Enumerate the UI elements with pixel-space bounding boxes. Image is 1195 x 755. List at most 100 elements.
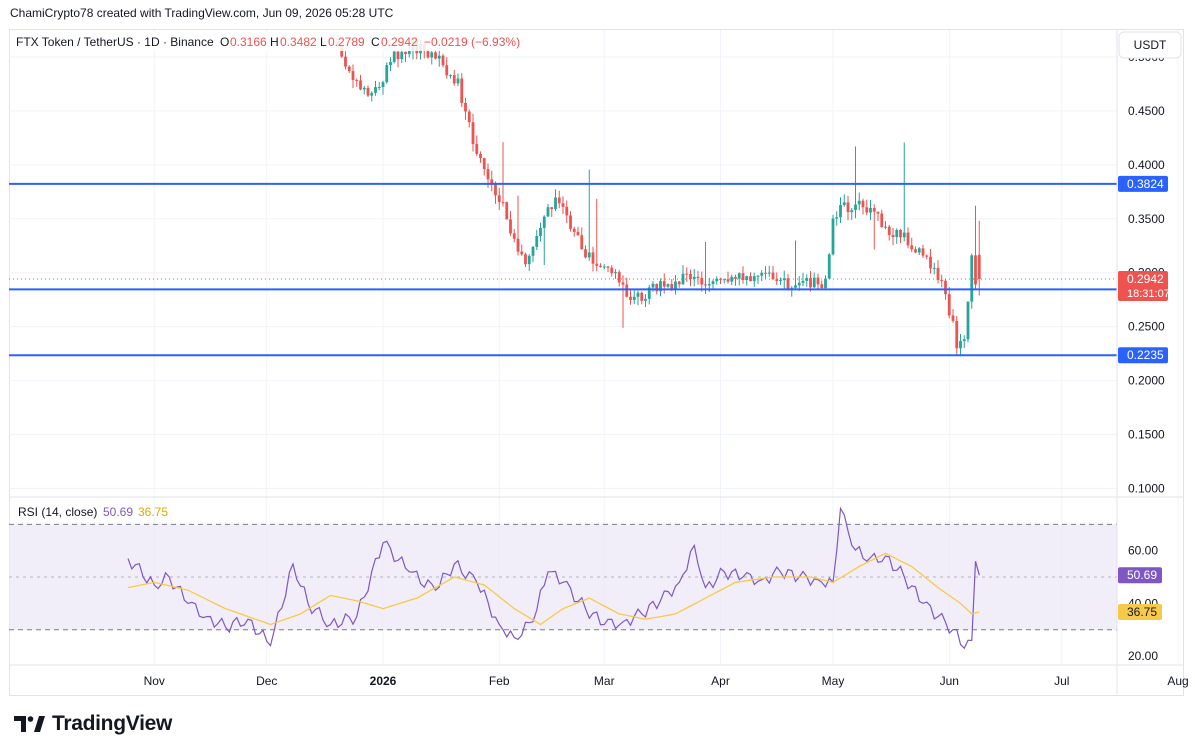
candle — [674, 275, 677, 295]
time-tick-label: Mar — [594, 674, 615, 688]
candle — [479, 151, 482, 163]
candle — [809, 271, 812, 292]
candle — [929, 249, 932, 274]
candle — [640, 291, 644, 305]
candle — [745, 275, 749, 286]
candle — [647, 284, 651, 305]
candle — [516, 195, 520, 256]
candle — [824, 275, 827, 289]
candle — [835, 211, 839, 226]
candle — [471, 113, 475, 152]
candle — [891, 228, 895, 246]
tradingview-logo-icon — [14, 716, 45, 732]
candle — [790, 286, 794, 297]
close-label: C — [371, 35, 380, 49]
candle — [374, 80, 377, 96]
candle — [865, 199, 869, 216]
rsi-tick-label: 60.00 — [1128, 544, 1158, 558]
candle — [366, 85, 370, 97]
rsi-pane — [9, 506, 1117, 650]
rsi-ma-line — [127, 552, 980, 626]
candle — [347, 65, 351, 73]
candle — [737, 272, 741, 286]
candle — [557, 190, 561, 209]
candle — [527, 254, 531, 271]
candle — [771, 265, 775, 280]
candle — [524, 252, 527, 267]
candle — [572, 226, 576, 237]
candle — [512, 228, 516, 243]
candle — [910, 237, 914, 253]
rsi-axis-tag — [1118, 567, 1162, 584]
candle — [696, 270, 700, 285]
candle — [370, 91, 374, 102]
candle — [947, 286, 951, 319]
candle — [719, 277, 722, 284]
candle — [734, 274, 737, 286]
level-axis-label: 0.3824 — [1127, 177, 1164, 191]
low-label: L — [320, 35, 327, 49]
candle — [569, 211, 572, 232]
price-tick-label: 0.4000 — [1128, 158, 1165, 172]
candle — [659, 278, 662, 297]
horizontal-levels[interactable] — [9, 182, 1117, 357]
candle — [617, 269, 621, 287]
candle — [490, 170, 494, 192]
candle — [932, 262, 936, 275]
candle — [970, 253, 974, 309]
candle — [614, 269, 617, 279]
candle — [404, 51, 407, 63]
candle — [951, 309, 955, 323]
tradingview-logo[interactable]: TradingView — [12, 712, 172, 736]
candle — [805, 274, 809, 287]
candle — [906, 227, 910, 249]
candle — [779, 277, 782, 285]
rsi-ma-value: 36.75 — [138, 505, 168, 519]
candle — [782, 270, 786, 289]
candle — [381, 80, 385, 95]
candle — [475, 135, 479, 156]
rsi-legend: RSI (14, close) 50.69 36.75 — [18, 505, 168, 519]
time-tick-label: Dec — [256, 674, 277, 688]
candle — [715, 276, 719, 285]
level-axis-tag — [1118, 175, 1168, 192]
candle — [959, 334, 962, 357]
candle — [550, 206, 554, 218]
candle — [749, 272, 752, 282]
candle — [666, 283, 670, 288]
candle — [561, 196, 565, 215]
time-axis-ticks: Nov Dec 2026 Feb Mar Apr May Jun Jul Aug — [144, 674, 1189, 688]
currency-button[interactable]: USDT — [1118, 31, 1182, 59]
candle — [482, 157, 486, 176]
candle — [606, 266, 610, 272]
candle — [621, 275, 625, 328]
candle — [629, 289, 632, 305]
candle — [452, 69, 456, 86]
candle — [434, 49, 437, 60]
level-axis-tag — [1118, 347, 1168, 364]
candle — [396, 51, 400, 68]
currency-label[interactable]: USDT — [1134, 38, 1167, 52]
axis-price-labels: 0.38240.28460.22350.294218:31:0750.6936.… — [1118, 175, 1170, 620]
candle — [362, 85, 366, 95]
candle — [869, 199, 872, 221]
candle — [520, 244, 524, 256]
time-tick-label: Aug — [1167, 674, 1188, 688]
rsi-axis-label: 36.75 — [1127, 605, 1157, 619]
candle — [509, 210, 512, 236]
time-tick-label: Nov — [144, 674, 165, 688]
time-tick-label: May — [822, 674, 845, 688]
low-value: 0.2789 — [328, 35, 365, 49]
candle — [531, 245, 535, 263]
price-tick-label: 0.1500 — [1128, 428, 1165, 442]
candle — [839, 197, 842, 224]
candle — [344, 51, 347, 70]
candle — [625, 277, 629, 298]
price-tick-label: 0.4500 — [1128, 104, 1165, 118]
candle — [816, 273, 820, 290]
candle — [925, 254, 929, 260]
candle — [846, 195, 850, 221]
candle — [554, 189, 557, 211]
